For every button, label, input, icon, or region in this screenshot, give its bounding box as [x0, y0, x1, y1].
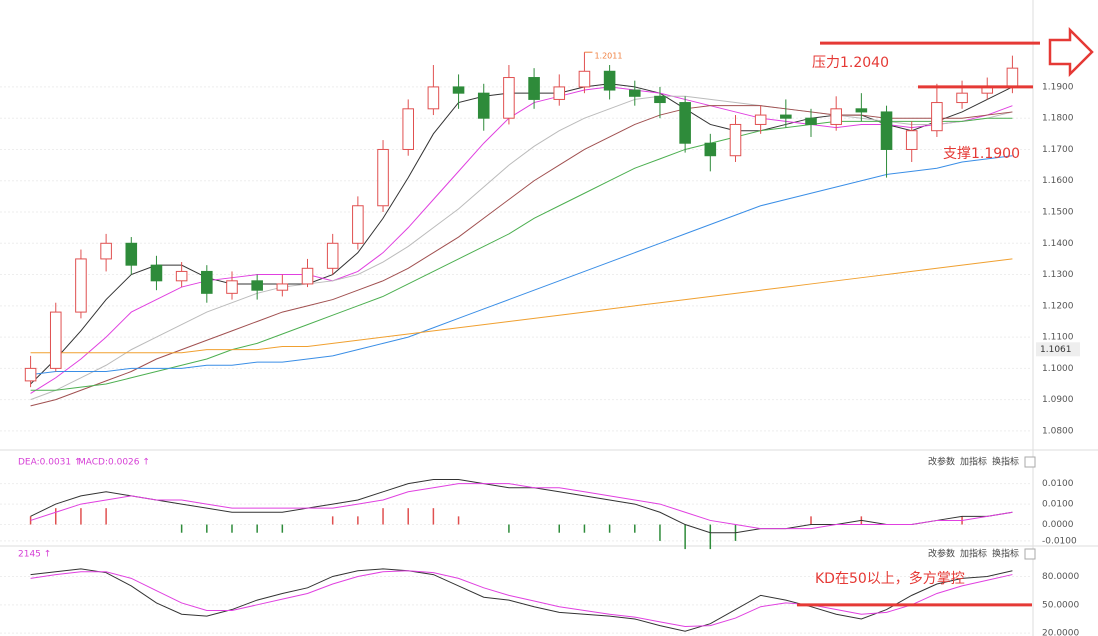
- candle-body: [679, 102, 691, 144]
- candle-body: [780, 114, 792, 119]
- y-tick-label: 0.0100: [1042, 500, 1074, 510]
- candle-body: [754, 114, 767, 125]
- y-tick-label: 0.0000: [1042, 520, 1074, 530]
- close-button[interactable]: [1024, 548, 1036, 560]
- last-price-box: [1036, 342, 1080, 357]
- candle-body: [654, 95, 666, 104]
- candle-body: [201, 270, 213, 294]
- candle-body: [956, 92, 968, 104]
- candle-body: [855, 108, 868, 113]
- ma-line: [30, 86, 1013, 394]
- ma-line: [30, 105, 1013, 407]
- candle-body: [553, 86, 566, 100]
- candle-body: [704, 142, 717, 157]
- y-tick-label: -0.0100: [1042, 536, 1077, 546]
- y-tick-label: 1.1100: [1042, 333, 1074, 343]
- arrow-icon: [1048, 26, 1094, 78]
- candle-body: [352, 205, 364, 244]
- candle-body: [503, 77, 515, 119]
- resistance-label: 压力1.2040: [812, 55, 889, 71]
- high-label: 1.2011: [594, 52, 622, 61]
- candle-body: [729, 123, 742, 157]
- candle-body: [603, 70, 616, 91]
- candle-body: [830, 108, 842, 125]
- candle-body: [251, 280, 263, 291]
- ma-line: [30, 258, 1013, 354]
- candle-body: [880, 111, 893, 150]
- close-button[interactable]: [1024, 456, 1036, 468]
- support-label: 支撑1.1900: [943, 146, 1020, 162]
- candle-body: [24, 367, 37, 382]
- candle-body: [1006, 67, 1019, 88]
- candle-body: [931, 102, 943, 132]
- kd-level-label: KD在50以上，多方掌控: [815, 570, 965, 587]
- candle-body: [100, 242, 112, 260]
- y-tick-label: 1.1900: [1042, 82, 1074, 92]
- candle-body: [905, 130, 918, 150]
- panel-button[interactable]: 换指标: [992, 548, 1019, 560]
- candle-body: [276, 283, 289, 291]
- y-tick-label: 1.1600: [1042, 176, 1074, 186]
- candle-body: [477, 92, 490, 119]
- y-tick-label: 1.0900: [1042, 395, 1074, 405]
- panel-button[interactable]: 加指标: [960, 456, 987, 468]
- candle-body: [528, 77, 540, 100]
- y-tick-label: 80.0000: [1042, 572, 1079, 582]
- ma-line: [30, 155, 1013, 376]
- y-tick-label: 1.0800: [1042, 426, 1074, 436]
- ma-line: [30, 117, 1013, 391]
- candle-body: [226, 280, 238, 294]
- y-tick-label: 1.1400: [1042, 239, 1074, 249]
- kd-header: 2145 ↑: [18, 550, 51, 560]
- y-tick-label: 50.0000: [1042, 600, 1079, 610]
- candle-body: [49, 311, 62, 369]
- dif-line: [30, 479, 1013, 534]
- y-tick-label: 1.1000: [1042, 364, 1074, 374]
- panel-button[interactable]: 改参数: [928, 456, 955, 468]
- candle-body: [427, 86, 440, 110]
- candle-body: [175, 270, 188, 282]
- candle-body: [805, 117, 817, 125]
- macd-header: MACD:0.0026 ↑: [78, 458, 150, 468]
- candle-body: [402, 108, 414, 150]
- last-price-label: 1.1061: [1040, 345, 1072, 355]
- candle-body: [629, 89, 641, 97]
- y-tick-label: 1.1200: [1042, 301, 1074, 311]
- y-tick-label: 1.1500: [1042, 208, 1074, 218]
- ma-line: [30, 95, 1013, 401]
- candle-body: [578, 70, 591, 88]
- candle-body: [452, 86, 465, 94]
- y-tick-label: 20.0000: [1042, 629, 1079, 636]
- candle-body: [301, 267, 314, 285]
- macd-header: DEA:0.0031 ↑: [18, 458, 82, 468]
- y-tick-label: 0.0100: [1042, 479, 1074, 489]
- candle-body: [150, 264, 163, 282]
- y-tick-label: 1.1800: [1042, 114, 1074, 124]
- d-line: [30, 570, 1013, 628]
- candle-body: [125, 242, 138, 266]
- candle-body: [326, 242, 339, 269]
- panel-button[interactable]: 改参数: [928, 548, 955, 560]
- candle-body: [377, 148, 389, 207]
- panel-button[interactable]: 加指标: [960, 548, 987, 560]
- panel-button[interactable]: 换指标: [992, 456, 1019, 468]
- y-tick-label: 1.1300: [1042, 270, 1074, 280]
- candle-body: [75, 258, 87, 313]
- k-line: [30, 568, 1013, 632]
- dea-line: [30, 483, 1013, 530]
- y-tick-label: 1.1700: [1042, 145, 1074, 155]
